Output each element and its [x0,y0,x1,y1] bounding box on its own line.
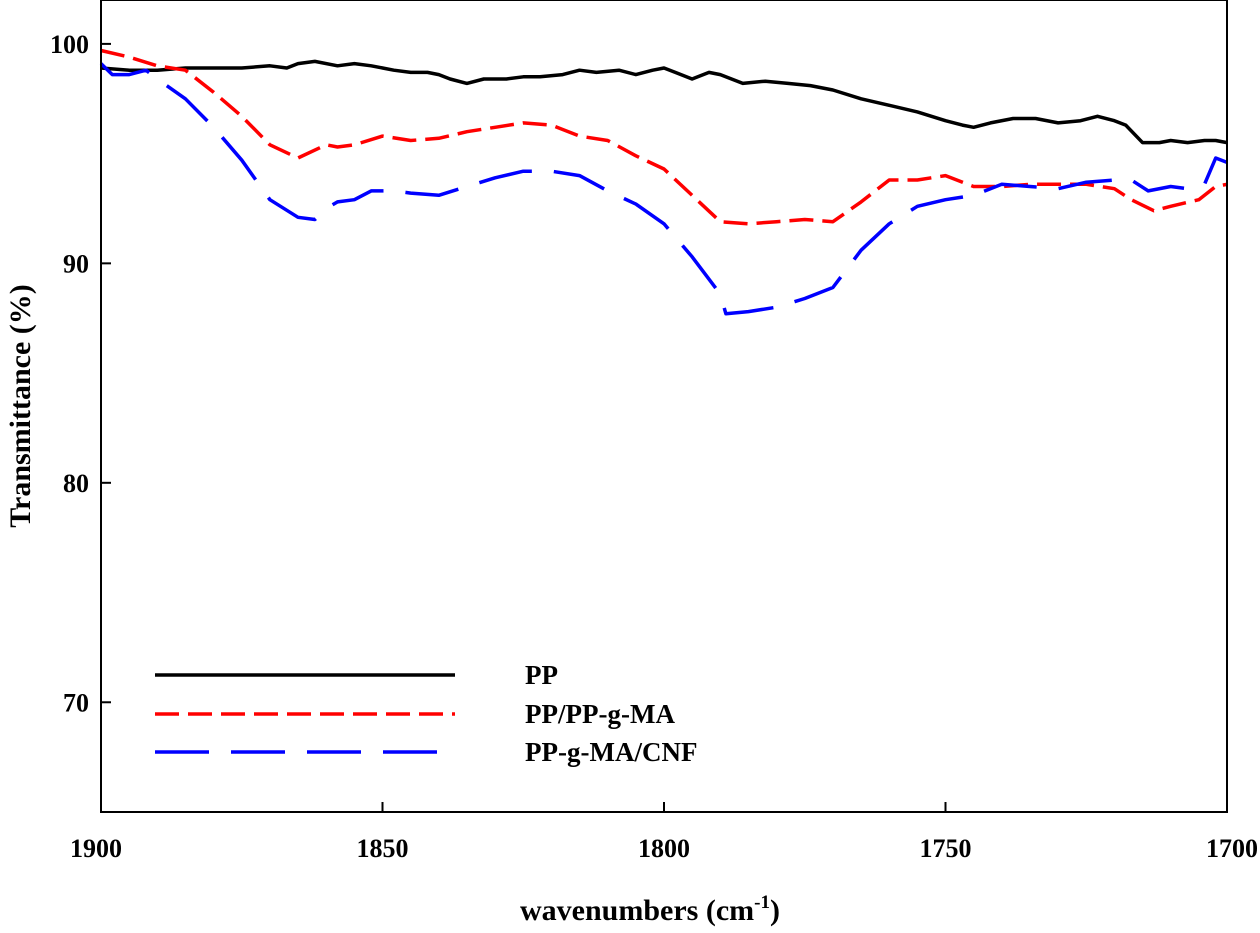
x-axis-title: wavenumbers (cm-1) [520,892,780,927]
x-tick-label: 1700 [1206,834,1258,863]
legend-label-pp-pp-g-ma: PP/PP-g-MA [525,699,675,729]
x-tick-label: 1750 [920,834,972,863]
x-axis-title-main: wavenumbers (cm [520,894,754,927]
y-axis-title: Transmittance (%) [4,284,37,528]
y-tick-label: 90 [63,249,89,278]
series-layer [99,48,1228,316]
x-axis-title-suffix: ) [770,894,780,927]
series-line-pp [100,59,1228,145]
legend-label-pp-g-ma-cnf: PP-g-MA/CNF [525,737,697,767]
axis-ticks: 1900 1850 1800 1750 1700 70 80 90 100 [50,30,1258,863]
x-tick-label: 1800 [638,834,690,863]
x-tick-label: 1850 [357,834,409,863]
x-tick-label: 1900 [70,834,122,863]
y-tick-label: 100 [50,30,89,59]
legend-label-pp: PP [525,660,558,690]
series-line-pp-g-ma-cnf [99,62,1228,316]
x-axis-title-superscript: -1 [754,892,770,913]
y-tick-label: 70 [63,688,89,717]
legend: PP PP/PP-g-MA PP-g-MA/CNF [155,660,697,767]
y-tick-label: 80 [63,469,89,498]
